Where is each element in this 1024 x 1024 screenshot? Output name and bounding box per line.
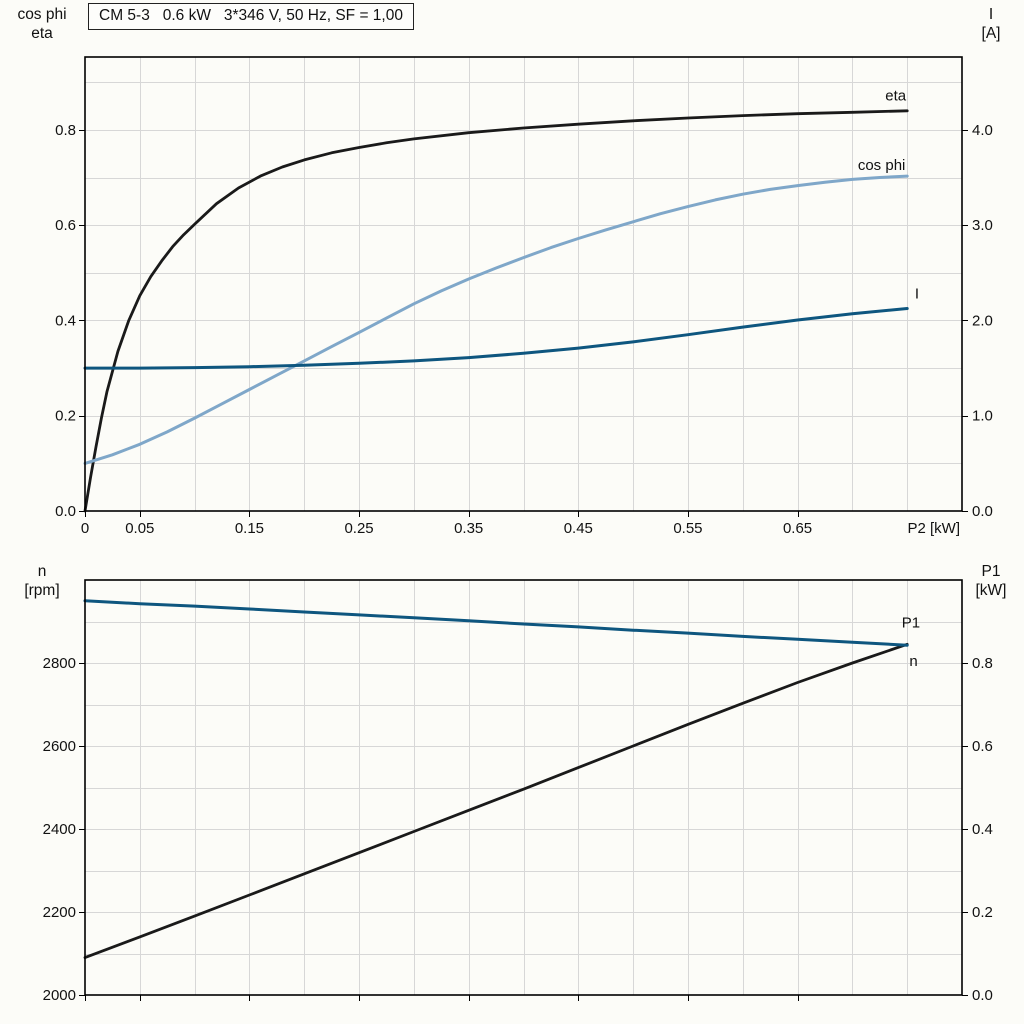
series-label-eta: eta bbox=[885, 87, 907, 104]
series-label-I: I bbox=[915, 286, 919, 303]
bottom-left-axis-label: n [rpm] bbox=[2, 562, 82, 600]
svg-text:0.4: 0.4 bbox=[55, 312, 76, 329]
svg-text:2600: 2600 bbox=[43, 738, 76, 755]
svg-text:0.05: 0.05 bbox=[125, 520, 154, 537]
series-label-P1: P1 bbox=[902, 615, 920, 632]
svg-text:0.0: 0.0 bbox=[972, 503, 993, 520]
series-I bbox=[83, 307, 909, 370]
tick-marks bbox=[79, 129, 968, 517]
axis-label-p1-unit: [kW] bbox=[975, 582, 1007, 599]
series-P1 bbox=[83, 642, 909, 959]
tick-marks bbox=[79, 662, 968, 1001]
gridlines bbox=[85, 57, 962, 511]
svg-text:0.4: 0.4 bbox=[972, 821, 993, 838]
series-n bbox=[83, 599, 909, 647]
svg-text:2.0: 2.0 bbox=[972, 312, 993, 329]
svg-text:0.0: 0.0 bbox=[972, 987, 993, 1004]
bottom-right-axis-label: P1 [kW] bbox=[962, 562, 1020, 600]
svg-text:0.55: 0.55 bbox=[673, 520, 702, 537]
plot-frame bbox=[84, 579, 963, 996]
top-left-axis-label: cos phi eta bbox=[2, 5, 82, 43]
series-label-n: n bbox=[909, 653, 917, 670]
svg-text:0.25: 0.25 bbox=[344, 520, 373, 537]
axis-label-eta: eta bbox=[31, 25, 53, 42]
series-label-cos_phi: cos phi bbox=[858, 157, 906, 174]
svg-text:1.0: 1.0 bbox=[972, 408, 993, 425]
axis-label-cos-phi: cos phi bbox=[17, 6, 67, 23]
svg-text:0.45: 0.45 bbox=[564, 520, 593, 537]
svg-text:0.2: 0.2 bbox=[972, 904, 993, 921]
top-right-axis-label: I [A] bbox=[964, 5, 1018, 43]
svg-text:0.35: 0.35 bbox=[454, 520, 483, 537]
svg-text:0.65: 0.65 bbox=[783, 520, 812, 537]
svg-text:0.8: 0.8 bbox=[972, 655, 993, 672]
svg-text:0: 0 bbox=[81, 520, 89, 537]
svg-text:4.0: 4.0 bbox=[972, 122, 993, 139]
x-axis-label: P2 [kW] bbox=[907, 520, 960, 537]
svg-text:2000: 2000 bbox=[43, 987, 76, 1004]
tick-labels: 2000 2200 2400 2600 2800 0.0 0.2 0.4 0.6 0.8 bbox=[43, 655, 993, 1004]
svg-text:3.0: 3.0 bbox=[972, 217, 993, 234]
plot-frame bbox=[84, 56, 963, 512]
svg-text:0.6: 0.6 bbox=[55, 217, 76, 234]
svg-text:0.0: 0.0 bbox=[55, 503, 76, 520]
axis-label-current: I bbox=[988, 6, 994, 23]
chart-1: 2000 2200 2400 2600 2800 0.0 0.2 0.4 0.6 0.8 P1 n bbox=[43, 579, 993, 1004]
svg-text:2200: 2200 bbox=[43, 904, 76, 921]
svg-text:2800: 2800 bbox=[43, 655, 76, 672]
axis-label-p1: P1 bbox=[981, 563, 1001, 580]
svg-text:0.8: 0.8 bbox=[55, 122, 76, 139]
axis-label-current-unit: [A] bbox=[981, 25, 1001, 42]
svg-text:0.2: 0.2 bbox=[55, 408, 76, 425]
chart-0: 0 0.05 0.15 0.25 0.35 0.45 0.55 0.65 P2 [kW] 0.0 0… bbox=[55, 56, 993, 537]
series-cos_phi bbox=[83, 174, 909, 465]
series-eta bbox=[83, 109, 909, 513]
tick-labels: 0 0.05 0.15 0.25 0.35 0.45 0.55 0.65 P2 [kW] 0.0 0… bbox=[55, 122, 993, 537]
chart-title: CM 5-3 0.6 kW 3*346 V, 50 Hz, SF = 1,00 bbox=[88, 3, 414, 30]
axis-label-speed-unit: [rpm] bbox=[24, 582, 60, 599]
svg-text:0.15: 0.15 bbox=[235, 520, 264, 537]
svg-text:2400: 2400 bbox=[43, 821, 76, 838]
svg-text:0.6: 0.6 bbox=[972, 738, 993, 755]
axis-label-speed: n bbox=[37, 563, 47, 580]
